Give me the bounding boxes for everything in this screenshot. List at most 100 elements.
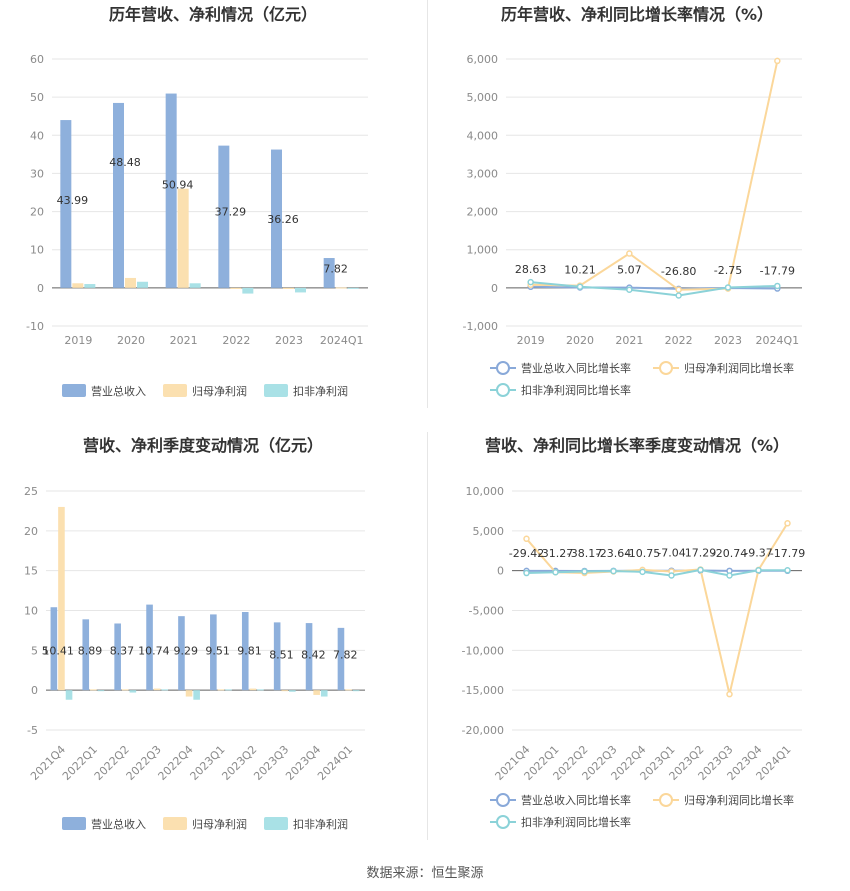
legend-swatch bbox=[163, 817, 187, 830]
y-tick-label: 2,000 bbox=[467, 206, 499, 219]
point-3-2022Q1 bbox=[552, 569, 559, 576]
bar-1-2021 bbox=[165, 93, 177, 288]
point-3-2023Q4 bbox=[755, 567, 762, 574]
bar-3-2024Q1 bbox=[347, 287, 359, 289]
x-tick-label: 2024Q1 bbox=[756, 334, 800, 347]
data-label: -17.79 bbox=[760, 265, 795, 278]
bar-2-2020 bbox=[125, 277, 136, 288]
legend-marker bbox=[496, 815, 510, 829]
bar-2-2019 bbox=[72, 283, 84, 288]
data-label: 9.29 bbox=[174, 644, 199, 657]
bar-1-2022 bbox=[218, 145, 230, 288]
data-label: 9.51 bbox=[205, 644, 230, 657]
point-3-2024Q1 bbox=[784, 567, 791, 574]
point-3-2023Q1 bbox=[668, 572, 675, 579]
bar-2-2022Q3 bbox=[153, 688, 161, 691]
bar-2-2023Q3 bbox=[281, 690, 289, 692]
source-text: 数据来源：恒生聚源 bbox=[366, 866, 484, 881]
y-tick-label: 10,000 bbox=[466, 485, 505, 498]
y-tick-label: 6,000 bbox=[467, 53, 499, 66]
point-2-2022 bbox=[675, 286, 682, 294]
chart-title: 营收、净利季度变动情况（亿元） bbox=[83, 436, 323, 455]
data-label: 48.48 bbox=[109, 156, 141, 169]
data-label: 37.29 bbox=[215, 205, 247, 218]
y-tick-label: 50 bbox=[30, 91, 44, 104]
x-tick-label: 2022 bbox=[665, 334, 693, 347]
legend-swatch bbox=[62, 384, 86, 397]
point-3-2020 bbox=[576, 283, 584, 290]
bar-3-2022 bbox=[242, 287, 254, 294]
data-label: -2.75 bbox=[714, 264, 742, 277]
data-label: 8.42 bbox=[301, 648, 326, 661]
data-label: 36.26 bbox=[267, 213, 299, 226]
y-tick-label: -15,000 bbox=[462, 684, 504, 697]
point-2-2021Q4 bbox=[523, 535, 530, 543]
bar-1-2022Q4 bbox=[178, 616, 185, 691]
bar-3-2021Q4 bbox=[65, 690, 73, 700]
divider-bottom bbox=[427, 432, 428, 840]
data-label: 43.99 bbox=[57, 194, 89, 207]
y-tick-label: 0 bbox=[491, 282, 498, 295]
point-3-2022Q4 bbox=[639, 568, 646, 576]
bar-3-2020 bbox=[137, 281, 148, 288]
y-tick-label: 10 bbox=[30, 244, 44, 257]
bar-3-2024Q1 bbox=[352, 690, 360, 692]
legend-swatch bbox=[163, 384, 187, 397]
legend-label: 扣非净利润 bbox=[293, 384, 348, 398]
x-tick-label: 2023 bbox=[714, 334, 742, 347]
y-tick-label: 5,000 bbox=[467, 91, 499, 104]
bar-2-2023Q2 bbox=[249, 688, 257, 691]
bar-3-2022Q3 bbox=[161, 689, 169, 691]
legend-label: 扣非净利润同比增长率 bbox=[521, 383, 631, 397]
bar-2-2024Q1 bbox=[335, 287, 347, 289]
data-label: 10.21 bbox=[564, 263, 596, 276]
bar-2-2023Q1 bbox=[217, 689, 225, 691]
bar-2-2021Q4 bbox=[58, 506, 65, 691]
bar-1-2022Q2 bbox=[114, 623, 121, 691]
bar-1-2024Q1 bbox=[337, 627, 345, 691]
y-tick-label: 0 bbox=[31, 684, 38, 697]
point-3-2022 bbox=[675, 292, 682, 299]
x-tick-label: 2021 bbox=[170, 334, 198, 347]
data-label: 8.89 bbox=[78, 644, 103, 657]
legend-label: 归母净利润 bbox=[192, 817, 247, 831]
x-tick-label: 2019 bbox=[517, 334, 545, 347]
legend-label: 营业总收入 bbox=[91, 817, 146, 831]
y-tick-label: 0 bbox=[497, 565, 504, 578]
series-line-3 bbox=[530, 281, 778, 297]
data-label: -38.17 bbox=[567, 547, 602, 560]
bar-2-2022Q1 bbox=[90, 689, 97, 691]
data-label: -26.80 bbox=[661, 265, 696, 278]
data-label: 50.94 bbox=[162, 179, 194, 192]
bar-1-2020 bbox=[113, 102, 124, 288]
legend-label: 归母净利润同比增长率 bbox=[684, 793, 794, 807]
data-label: -17.79 bbox=[770, 547, 805, 560]
y-tick-label: 1,000 bbox=[467, 244, 499, 257]
point-3-2021Q4 bbox=[523, 569, 530, 577]
data-label: -29.42 bbox=[509, 547, 544, 560]
bar-1-2019 bbox=[60, 120, 72, 288]
legend-swatch bbox=[264, 384, 288, 397]
chart-panel-4: 营收、净利同比增长率季度变动情况（%） 10,000 5,000 0 -5,000 -10… bbox=[462, 436, 805, 829]
bar-2-2022Q4 bbox=[185, 690, 193, 697]
data-label: -20.74 bbox=[712, 547, 747, 560]
x-tick-label: 2021 bbox=[615, 334, 643, 347]
bar-1-2023Q3 bbox=[273, 622, 281, 691]
legend-marker bbox=[659, 793, 673, 807]
point-3-2023Q2 bbox=[697, 566, 704, 574]
legend-marker bbox=[496, 793, 510, 807]
data-label: 8.37 bbox=[110, 644, 135, 657]
bar-3-2023Q2 bbox=[257, 689, 264, 691]
legend-label: 归母净利润同比增长率 bbox=[684, 361, 794, 375]
bar-3-2021 bbox=[189, 283, 201, 288]
x-tick-label: 2022 bbox=[222, 334, 250, 347]
legend-label: 归母净利润 bbox=[192, 384, 247, 398]
data-label: 7.82 bbox=[333, 648, 358, 661]
bar-1-2023 bbox=[271, 149, 282, 288]
legend-swatch bbox=[62, 817, 86, 830]
chart-panel-1: 历年营收、净利情况（亿元） 60 50 40 30 20 10 0 -10 2019 2020 202… bbox=[26, 5, 368, 398]
data-label: -7.04 bbox=[657, 547, 685, 560]
x-tick-label: 2020 bbox=[566, 334, 594, 347]
y-tick-label: 5,000 bbox=[473, 525, 505, 538]
data-label: -31.27 bbox=[538, 547, 573, 560]
